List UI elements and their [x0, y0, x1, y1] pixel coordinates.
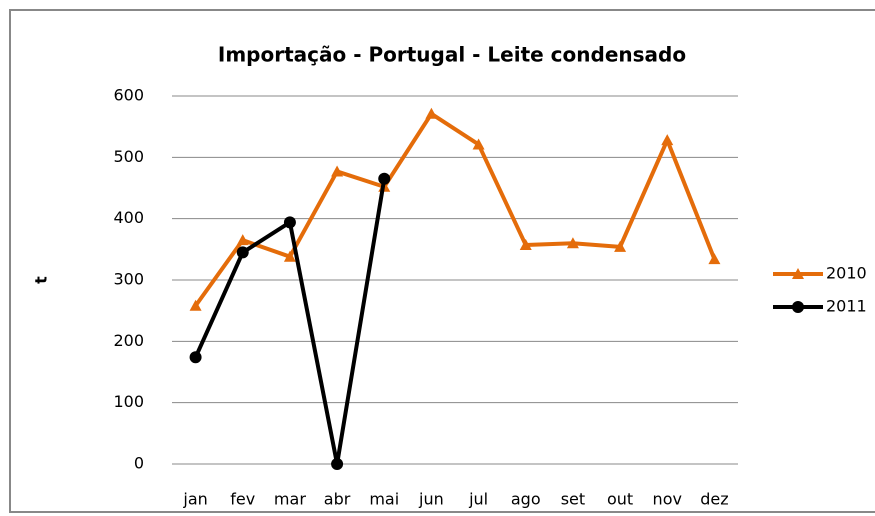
data-point	[189, 351, 202, 364]
y-tick-label: 100	[113, 392, 144, 411]
data-point	[472, 138, 485, 150]
legend-marker	[792, 301, 804, 313]
y-axis-label: t	[32, 276, 51, 284]
chart-frame	[9, 9, 875, 513]
legend-marker	[792, 268, 804, 279]
chart-title: Importação - Portugal - Leite condensado	[218, 43, 686, 67]
y-tick-label: 400	[113, 208, 144, 227]
y-tick-label: 300	[113, 270, 144, 289]
x-tick-label: dez	[700, 490, 728, 509]
x-tick-label: jul	[468, 490, 488, 509]
data-point	[661, 134, 674, 146]
data-point	[708, 253, 721, 265]
y-tick-label: 500	[113, 147, 144, 166]
data-point	[189, 299, 202, 311]
data-point	[236, 234, 249, 246]
data-point	[283, 250, 296, 262]
x-tick-label: abr	[324, 490, 351, 509]
data-point	[236, 246, 249, 259]
data-point	[283, 216, 296, 229]
y-tick-label: 600	[113, 86, 144, 105]
data-point	[566, 237, 579, 249]
data-point	[614, 240, 627, 252]
x-tick-label: set	[561, 490, 585, 509]
y-tick-label: 0	[134, 454, 144, 473]
x-tick-label: mar	[274, 490, 306, 509]
x-tick-label: nov	[653, 490, 682, 509]
data-point	[425, 107, 438, 119]
data-point	[331, 165, 344, 177]
x-tick-label: mai	[369, 490, 399, 509]
series-line	[193, 111, 717, 307]
x-tick-label: out	[607, 490, 633, 509]
x-tick-label: fev	[230, 490, 255, 509]
x-tick-label: ago	[511, 490, 541, 509]
x-tick-label: jan	[182, 490, 207, 509]
y-tick-label: 200	[113, 331, 144, 350]
legend-label: 2010	[826, 264, 867, 283]
data-point	[378, 172, 391, 185]
legend-label: 2011	[826, 297, 867, 316]
x-tick-label: jun	[418, 490, 444, 509]
data-point	[331, 458, 344, 470]
data-point	[519, 239, 532, 251]
